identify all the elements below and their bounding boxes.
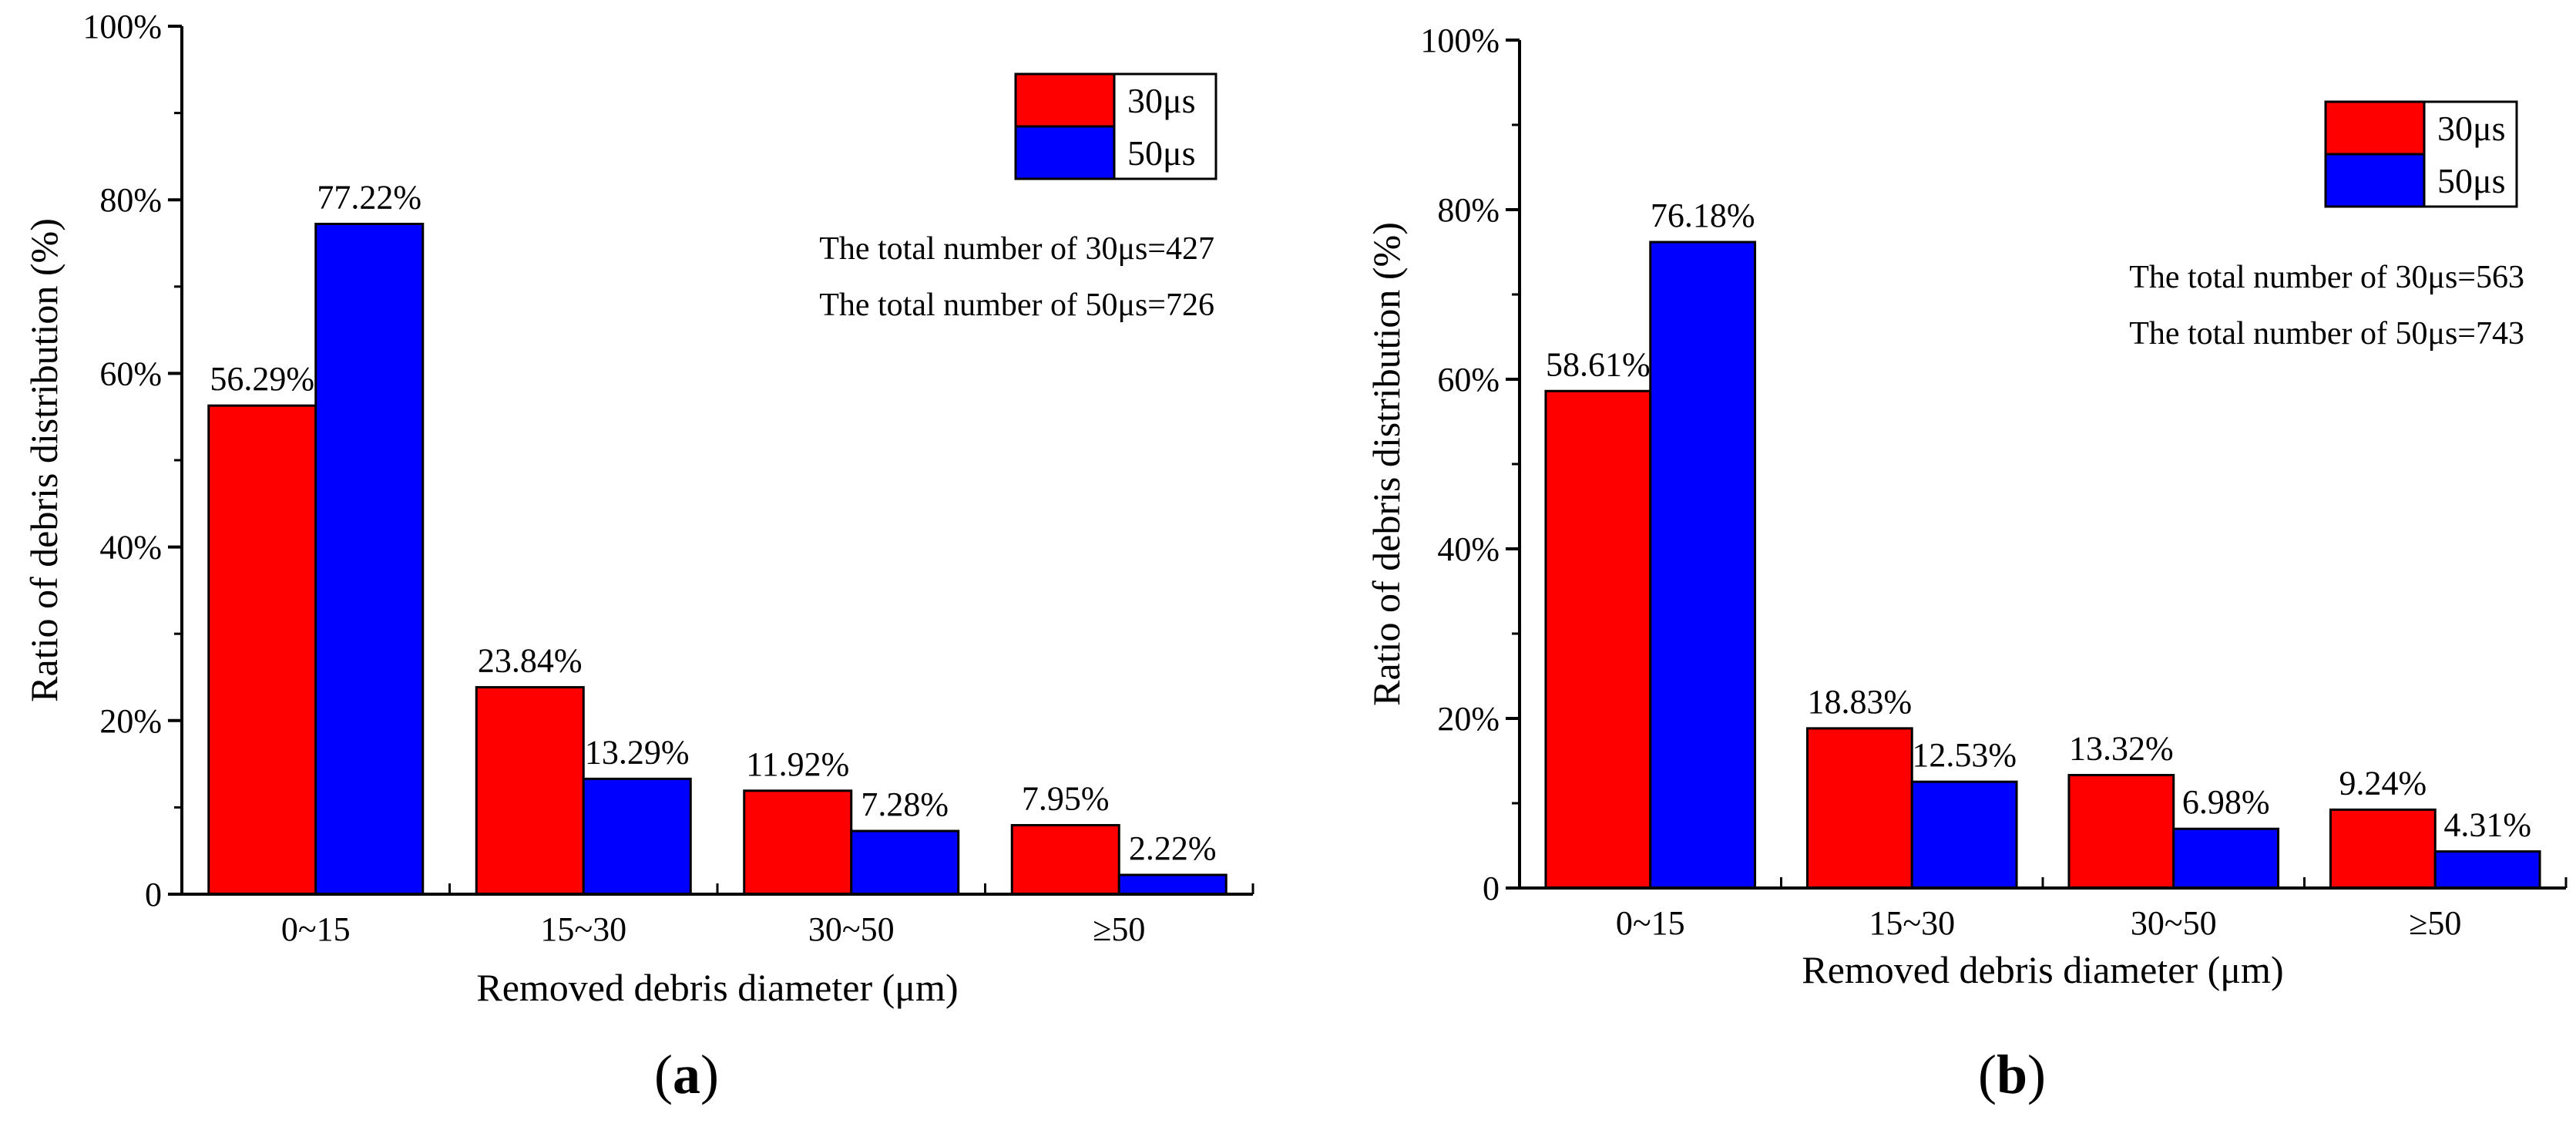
legend-label-30us: 30μs <box>1127 81 1196 120</box>
data-label-30us-3: 7.95% <box>1022 779 1110 817</box>
x-axis-title: Removed debris diameter (μm) <box>1802 948 2283 991</box>
bar-50us-1 <box>1910 780 2018 890</box>
y-tick-label-2: 40% <box>1437 530 1500 568</box>
bar-50us-2 <box>2172 827 2280 890</box>
y-tick-label-5: 100% <box>82 8 162 45</box>
x-tick-label-0: 0~15 <box>281 910 351 948</box>
data-label-30us-1: 23.84% <box>478 642 583 680</box>
data-label-50us-3: 2.22% <box>1129 829 1217 867</box>
y-axis-title: Ratio of debris distribution (%) <box>1365 222 1408 706</box>
y-tick-label-5: 100% <box>1420 22 1500 59</box>
x-axis-title: Removed debris diameter (μm) <box>476 966 958 1009</box>
legend-swatch-50us <box>1014 125 1116 180</box>
data-label-50us-1: 12.53% <box>1912 736 2017 774</box>
y-tick-label-0: 0 <box>145 876 162 913</box>
data-label-50us-0: 76.18% <box>1651 197 1755 234</box>
data-label-50us-0: 77.22% <box>317 179 421 217</box>
data-label-30us-1: 18.83% <box>1808 683 1913 721</box>
legend-swatch-30us <box>1014 72 1116 128</box>
annotation-total-50us: The total number of 50μs=726 <box>819 288 1214 323</box>
bar-30us-3 <box>1010 823 1120 896</box>
bar-30us-1 <box>475 686 585 896</box>
data-label-30us-2: 11.92% <box>746 745 849 783</box>
bar-30us-1 <box>1805 727 1913 890</box>
legend-swatch-50us <box>2324 153 2426 208</box>
data-label-50us-1: 13.29% <box>585 733 690 771</box>
bar-50us-0 <box>1649 241 1757 890</box>
x-tick-label-3: ≥50 <box>2409 904 2461 942</box>
bar-30us-3 <box>2329 808 2437 890</box>
annotation-total-30us: The total number of 30μs=427 <box>819 231 1214 267</box>
legend-label-30us: 30μs <box>2437 109 2506 148</box>
chart-panel-b: 58.61%76.18%0~1518.83%12.53%15~3013.32%6… <box>1365 22 2568 1105</box>
legend: 30μs 50μs <box>1014 72 1217 180</box>
chart-panel-a: 56.29% 77.22% 0~15 23.84% 13.29% 15~30 11.92% 7… <box>22 8 1254 1105</box>
y-tick-label-1: 20% <box>99 702 162 740</box>
data-label-30us-0: 58.61% <box>1546 345 1651 383</box>
x-tick-label-2: 30~50 <box>2131 904 2217 942</box>
data-label-30us-3: 9.24% <box>2339 764 2427 802</box>
bar-30us-2 <box>2067 773 2175 890</box>
legend-swatch-30us <box>2324 100 2426 156</box>
y-tick-label-2: 40% <box>99 529 162 567</box>
bar-50us-1 <box>582 777 692 896</box>
y-tick-label-3: 60% <box>99 355 162 392</box>
bar-50us-3 <box>1117 873 1228 896</box>
data-label-30us-2: 13.32% <box>2069 729 2174 767</box>
panel-label-b: (b) <box>1978 1044 2046 1105</box>
x-tick-label-3: ≥50 <box>1093 910 1145 948</box>
data-label-50us-3: 4.31% <box>2443 806 2531 844</box>
x-tick-label-1: 15~30 <box>1869 904 1955 942</box>
data-label-30us-0: 56.29% <box>210 360 314 398</box>
y-tick-label-4: 80% <box>1437 191 1500 229</box>
data-label-50us-2: 6.98% <box>2182 783 2270 821</box>
y-tick-label-0: 0 <box>1483 870 1500 907</box>
bar-30us-2 <box>743 789 853 896</box>
x-tick-label-1: 15~30 <box>540 910 626 948</box>
legend: 30μs 50μs <box>2324 100 2518 208</box>
bar-50us-2 <box>850 829 960 896</box>
x-tick-label-0: 0~15 <box>1616 904 1685 942</box>
y-axis-title: Ratio of debris distribution (%) <box>22 218 65 702</box>
annotation-total-50us: The total number of 50μs=743 <box>2129 316 2524 352</box>
bar-50us-3 <box>2433 850 2541 890</box>
bar-30us-0 <box>1544 389 1652 890</box>
panel-label-a: (a) <box>654 1044 719 1105</box>
bar-30us-0 <box>207 404 317 896</box>
y-tick-label-1: 20% <box>1437 700 1500 738</box>
annotation-total-30us: The total number of 30μs=563 <box>2129 260 2524 295</box>
y-tick-label-3: 60% <box>1437 361 1500 399</box>
bar-50us-0 <box>314 223 425 896</box>
x-tick-label-2: 30~50 <box>808 910 895 948</box>
legend-label-50us: 50μs <box>2437 161 2506 200</box>
legend-label-50us: 50μs <box>1127 133 1196 173</box>
data-label-50us-2: 7.28% <box>861 785 949 823</box>
y-tick-label-4: 80% <box>99 181 162 219</box>
